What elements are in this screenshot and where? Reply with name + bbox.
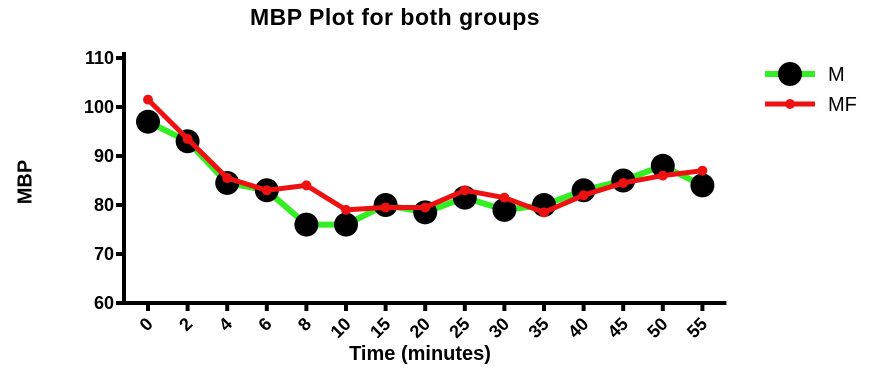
x-tick-label: 50 [643, 314, 671, 342]
chart-title: MBP Plot for both groups [249, 4, 541, 30]
legend-marker-mf [785, 99, 795, 109]
x-tick-label: 55 [683, 314, 711, 342]
legend-marker-m [778, 62, 802, 86]
point-mf [301, 180, 312, 191]
point-mf [420, 202, 431, 213]
point-mf [459, 185, 470, 196]
point-m [690, 173, 715, 198]
x-tick-label: 4 [215, 314, 236, 335]
point-m [334, 212, 358, 237]
y-tick-label: 60 [94, 293, 114, 313]
point-m [136, 109, 160, 134]
point-mf [222, 173, 233, 184]
x-tick-label: 30 [485, 314, 513, 342]
point-m [492, 197, 517, 222]
series-line-mf [145, 97, 705, 215]
y-tick-label: 80 [94, 195, 114, 215]
y-tick-label: 70 [94, 244, 114, 264]
x-tick-label: 40 [564, 314, 592, 342]
x-tick-label: 0 [136, 314, 157, 335]
legend-label-m: M [828, 64, 845, 86]
x-tick-label: 6 [254, 314, 275, 335]
point-mf [697, 165, 708, 176]
point-m [294, 212, 319, 237]
point-mf [657, 170, 668, 181]
point-mf [380, 202, 391, 213]
point-mf [539, 207, 549, 218]
point-mf [182, 133, 193, 144]
x-tick-label: 35 [525, 314, 553, 342]
y-tick-label: 100 [84, 97, 114, 117]
point-mf [341, 204, 351, 215]
y-tick-label: 90 [94, 146, 114, 166]
x-tick-label: 25 [445, 314, 473, 342]
point-mf [261, 185, 272, 196]
point-mf [618, 177, 629, 188]
point-m [650, 153, 675, 178]
x-axis-label: Time (minutes) [349, 343, 491, 365]
point-mf [578, 190, 589, 201]
x-tick-label: 8 [294, 314, 315, 335]
x-tick-label: 45 [604, 314, 632, 342]
x-tick-label: 15 [366, 314, 394, 342]
legend-label-mf: MF [828, 94, 857, 116]
point-mf [143, 94, 153, 105]
y-tick-label: 110 [85, 48, 114, 68]
x-tick-label: 10 [327, 314, 355, 342]
x-tick-label: 20 [406, 314, 434, 342]
x-tick-label: 2 [175, 314, 196, 335]
point-mf [499, 192, 510, 203]
